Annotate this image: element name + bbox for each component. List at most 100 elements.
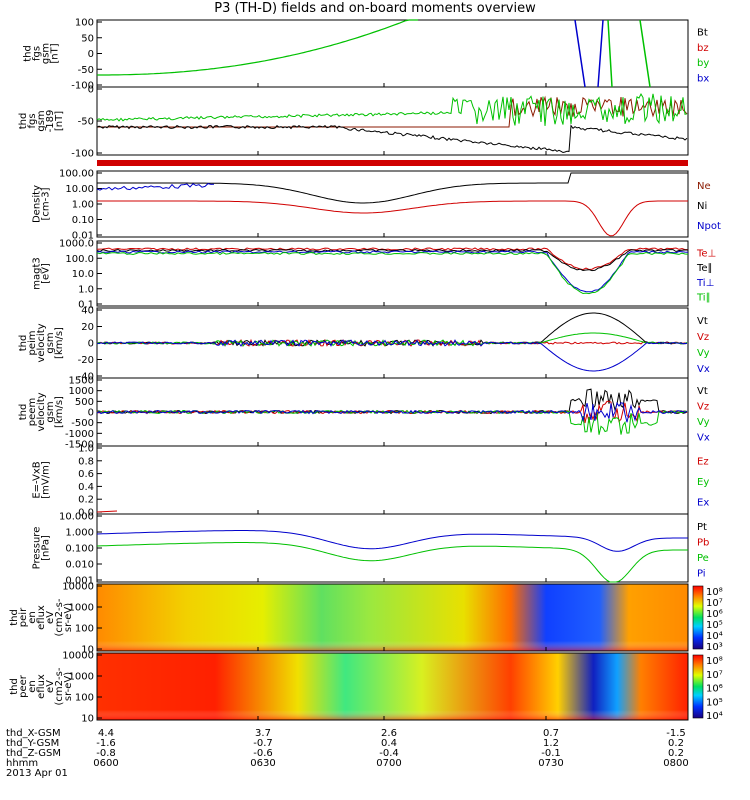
y-axis-label: magt3[eV] <box>32 257 52 290</box>
y-label-line: thd <box>9 609 20 626</box>
legend-entry: Bt <box>697 28 708 39</box>
panel-frame <box>96 652 689 721</box>
y-tick-label: 100.0 <box>65 254 94 265</box>
colorbar <box>692 654 704 719</box>
y-tick-label: 0.001 <box>65 576 94 587</box>
y-label-line: sr-eV) <box>63 672 74 701</box>
y-tick-label: 0 <box>88 408 94 419</box>
legend-entry: Vx <box>697 432 710 443</box>
legend-entry: Pi <box>697 568 706 579</box>
legend-entry: Vt <box>697 386 708 397</box>
series-vy-line <box>96 409 688 435</box>
y-label-line: velocity <box>36 323 47 362</box>
y-label-line: peem <box>27 398 38 426</box>
y-label-line: [mV/m] <box>41 461 52 499</box>
footer-row-label: hhmm <box>6 758 39 769</box>
colorbar-tick-label: 10⁴ <box>706 711 723 722</box>
y-tick-label: 0.6 <box>78 469 94 480</box>
series-vt-line <box>96 312 688 347</box>
y-label-line: [eV] <box>41 263 52 284</box>
y-tick-label: -1000 <box>65 429 94 440</box>
y-tick-label: 1.0 <box>78 284 94 295</box>
legend-entry: Ez <box>697 456 709 467</box>
y-tick-label: 1000 <box>69 386 94 397</box>
series-pi-line <box>96 530 688 552</box>
y-tick-label: 10000 <box>62 651 94 662</box>
spectrogram-shade <box>97 584 688 651</box>
colorbar-tick-label: 10⁸ <box>706 587 723 598</box>
spectrogram-shade <box>97 653 688 720</box>
y-tick-label: -50 <box>78 117 94 128</box>
series-vy-line <box>96 332 688 347</box>
footer-value: 0600 <box>93 758 119 769</box>
y-tick-label: 0.8 <box>78 456 94 467</box>
y-tick-label: 1.000 <box>65 528 94 539</box>
y-tick-label: 0 <box>88 49 94 60</box>
y-tick-label: 0.010 <box>65 560 94 571</box>
y-axis-label: E=-VxB[mV/m] <box>32 461 52 499</box>
y-tick-label: 0.2 <box>78 495 94 506</box>
y-label-line: thd <box>18 404 29 421</box>
series-vx-line <box>96 339 688 372</box>
y-axis-label: Density[cm-3] <box>32 185 52 223</box>
y-label-line: Density <box>32 185 43 223</box>
y-label-line: gsm <box>45 332 56 353</box>
y-label-line: [km/s] <box>54 396 65 428</box>
y-label-line: thd <box>18 113 29 130</box>
legend-entry: Ex <box>697 498 709 509</box>
legend-entry: Ne <box>697 181 711 192</box>
y-label-line: gsm <box>36 110 47 131</box>
y-tick-label: 10 <box>81 645 94 656</box>
legend-entry: bz <box>697 43 709 54</box>
footer-row-label: thd_Z-GSM <box>6 748 61 759</box>
y-tick-label: 10000 <box>62 582 94 593</box>
y-label-line: [nT] <box>50 43 61 63</box>
y-label-line: eV <box>45 611 56 624</box>
footer-ephemeris: thd_X-GSM 4.4 3.7 2.6 0.7 -1.5 thd_Y-GSM… <box>6 728 746 798</box>
footer-row-label: thd_X-GSM <box>6 728 61 739</box>
footer-value: 3.7 <box>255 728 271 739</box>
legend-entry: Ti⊥ <box>696 278 714 289</box>
y-label-line: (cm2-s- <box>54 598 65 636</box>
y-tick-label: 0 <box>88 85 94 96</box>
y-label-line: thd <box>18 335 29 352</box>
footer-value: 0700 <box>376 758 402 769</box>
y-label-line: sr-eV) <box>63 603 74 632</box>
legend-entry: Vx <box>697 364 710 375</box>
panel-frame <box>96 513 689 583</box>
y-label-line: velocity <box>36 392 47 431</box>
y-tick-label: -20 <box>78 355 94 366</box>
legend-entry: Vy <box>697 348 710 359</box>
y-tick-label: -100 <box>71 81 94 92</box>
y-label-line: gsm <box>41 43 52 64</box>
y-label-line: thd <box>23 45 34 62</box>
y-label-line: magt3 <box>32 257 43 290</box>
colorbar-tick-label: 10⁵ <box>706 697 723 708</box>
colorbar-tick-label: 10⁷ <box>706 598 723 609</box>
panel-frame <box>96 170 689 238</box>
y-label-line: (cm2-s- <box>54 667 65 705</box>
y-tick-label: 10.000 <box>59 512 94 523</box>
legend-entry: Ni <box>697 201 707 212</box>
colorbar-tick-label: 10⁷ <box>706 670 723 681</box>
legend-entry: Vy <box>697 417 710 428</box>
y-label-line: [nPa] <box>41 535 52 561</box>
colorbar <box>692 585 704 650</box>
panel-frame <box>96 583 689 652</box>
y-label-line: peir <box>18 607 29 627</box>
y-axis-label: Pressure[nPa] <box>32 527 52 570</box>
y-label-line: en <box>27 611 38 624</box>
legend-entry: Npot <box>697 221 721 232</box>
y-tick-label: 0.100 <box>65 544 94 555</box>
y-label-line: fgs <box>32 46 43 61</box>
footer-row-label: thd_Y-GSM <box>6 738 60 749</box>
legend-entry: Te∥ <box>696 263 713 274</box>
footer-value: -0.6 <box>253 748 273 759</box>
y-tick-label: -1500 <box>65 440 94 451</box>
series-pe-line <box>96 542 688 583</box>
y-tick-label: 10.00 <box>65 184 94 195</box>
series-by-line <box>96 92 688 126</box>
